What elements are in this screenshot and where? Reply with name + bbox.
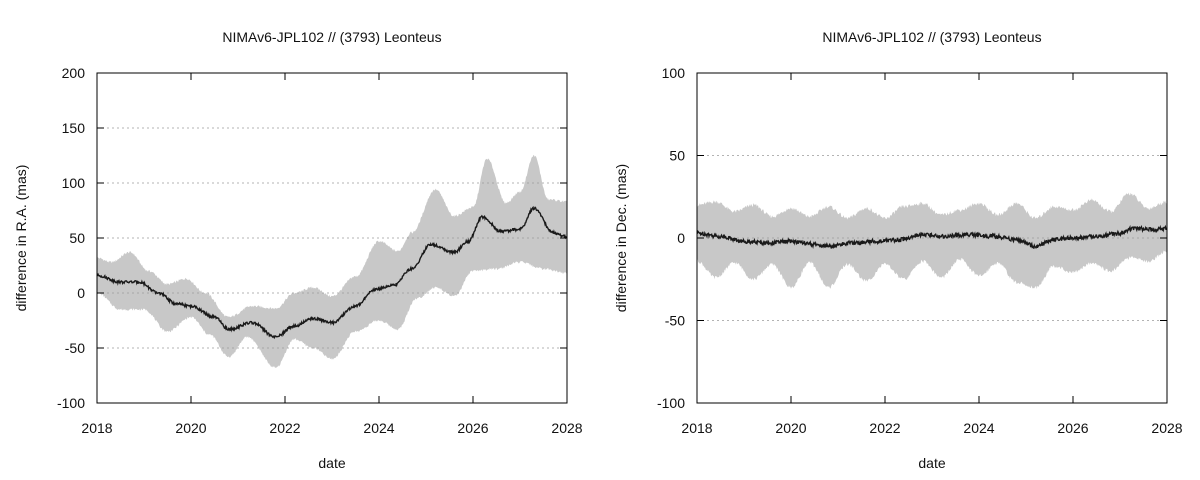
y-tick-label: 50 — [669, 148, 685, 164]
x-tick-label: 2020 — [175, 420, 206, 436]
x-tick-label: 2026 — [1057, 420, 1088, 436]
y-tick-label: 0 — [77, 285, 85, 301]
x-tick-label: 2024 — [963, 420, 994, 436]
y-tick-label: -50 — [65, 340, 85, 356]
y-axis-label: difference in Dec. (mas) — [613, 164, 629, 312]
x-tick-label: 2024 — [363, 420, 394, 436]
y-tick-label: -100 — [57, 395, 85, 411]
series-line — [96, 205, 568, 340]
series-line — [696, 224, 1168, 250]
x-tick-label: 2026 — [457, 420, 488, 436]
x-tick-label: 2018 — [81, 420, 112, 436]
y-tick-label: 200 — [62, 65, 86, 81]
x-axis-label: date — [318, 455, 345, 471]
chart-title: NIMAv6-JPL102 // (3793) Leonteus — [222, 29, 441, 45]
y-tick-label: 0 — [677, 230, 685, 246]
chart-title: NIMAv6-JPL102 // (3793) Leonteus — [822, 29, 1041, 45]
y-tick-label: 100 — [62, 175, 86, 191]
x-tick-label: 2022 — [269, 420, 300, 436]
x-tick-label: 2018 — [681, 420, 712, 436]
x-axis-label: date — [918, 455, 945, 471]
x-tick-label: 2028 — [551, 420, 582, 436]
uncertainty-band — [697, 192, 1167, 289]
x-tick-label: 2022 — [869, 420, 900, 436]
y-tick-label: 100 — [662, 65, 686, 81]
x-tick-label: 2020 — [775, 420, 806, 436]
y-axis-label: difference in R.A. (mas) — [13, 165, 29, 312]
chart-panel-1: -100 -50 0 50 100 150 200 2018 2020 2022 2024 2026 2… — [13, 29, 583, 471]
chart-panel-2: -100 -50 0 50 100 2018 2020 2022 2024 2026 2028 NIM… — [613, 29, 1183, 471]
y-tick-label: 150 — [62, 120, 86, 136]
y-tick-label: -100 — [657, 395, 685, 411]
y-tick-label: 50 — [69, 230, 85, 246]
x-tick-label: 2028 — [1151, 420, 1182, 436]
y-tick-label: -50 — [665, 313, 685, 329]
uncertainty-band — [97, 154, 567, 368]
